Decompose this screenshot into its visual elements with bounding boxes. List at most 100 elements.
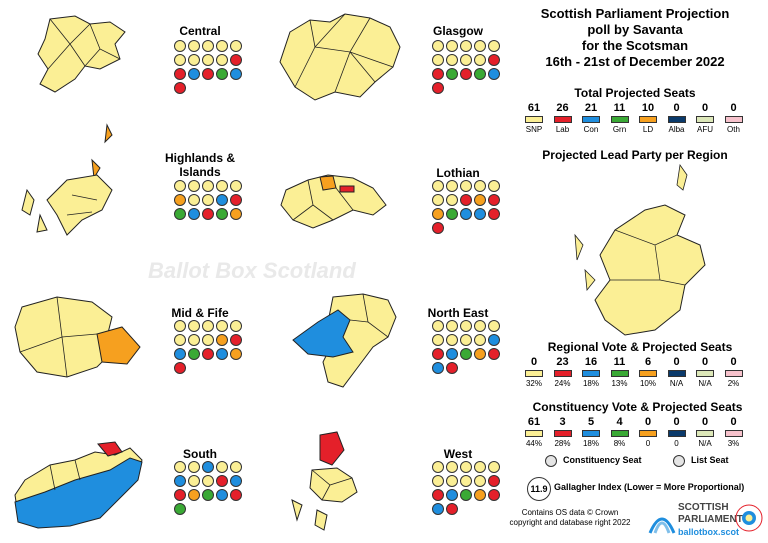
- gallagher-badge: 11.9: [527, 477, 551, 501]
- vote-share: 0: [645, 439, 651, 448]
- constituency-seat: [188, 40, 200, 52]
- constituency-seat: [174, 475, 186, 487]
- list-seat: [432, 208, 444, 220]
- constituency-seat: [474, 194, 486, 206]
- constituency-seat: [230, 40, 242, 52]
- constituency-seat: [432, 461, 444, 473]
- list-seat: [230, 489, 242, 501]
- legend-list-dot: [673, 455, 685, 467]
- list-seat: [188, 208, 200, 220]
- region-title-north-east: North East: [427, 306, 489, 320]
- party-swatch: [582, 430, 600, 437]
- constituency-seat: [216, 461, 228, 473]
- map-highlands-islands: [21, 123, 113, 236]
- list-seat: [460, 208, 472, 220]
- constituency-seat: [174, 461, 186, 473]
- constituency-seat: [446, 194, 458, 206]
- list-seat: [432, 222, 444, 234]
- constituency-seat: [188, 180, 200, 192]
- party-label: SNP: [525, 125, 543, 134]
- title-line: for the Scotsman: [581, 38, 689, 53]
- constituency-seat: [202, 475, 214, 487]
- region-title-highlands-islands: Highlands & Islands: [164, 151, 235, 179]
- list-seat: [174, 208, 186, 220]
- seat-count: 61: [527, 416, 541, 428]
- constituency-seat: [488, 320, 500, 332]
- list-seat: [174, 348, 186, 360]
- map-lothian: [280, 174, 387, 229]
- legend-constituency-label: Constituency Seat: [563, 455, 642, 465]
- seat-count: 26: [556, 102, 569, 114]
- list-seat: [188, 348, 200, 360]
- constituency-seat: [202, 461, 214, 473]
- party-swatch: [582, 370, 600, 377]
- list-seat: [230, 68, 242, 80]
- constituency-seat: [460, 334, 472, 346]
- constituency-seat: [488, 40, 500, 52]
- party-label: Con: [583, 125, 599, 134]
- constituency-seat: [230, 180, 242, 192]
- constituency-seat: [432, 320, 444, 332]
- constituency-seat: [460, 320, 472, 332]
- party-swatch: [696, 116, 714, 123]
- list-seat: [488, 489, 500, 501]
- list-seat: [216, 68, 228, 80]
- list-seat: [432, 362, 444, 374]
- map-glasgow: [279, 13, 401, 101]
- constituency-seat: [488, 475, 500, 487]
- seat-count: 5: [587, 416, 595, 428]
- constituency-seat: [446, 54, 458, 66]
- constituency-seat: [446, 475, 458, 487]
- constituency-seat: [202, 334, 214, 346]
- region-title-central: Central: [179, 24, 221, 38]
- region-title-mid-fife: Mid & Fife: [171, 306, 229, 320]
- constituency-seat: [174, 320, 186, 332]
- list-seat: [488, 68, 500, 80]
- list-seat: [446, 68, 458, 80]
- list-seat: [174, 362, 186, 374]
- vote-share: 18%: [582, 439, 599, 448]
- party-swatch: [667, 430, 686, 437]
- list-seat: [446, 208, 458, 220]
- seat-count: 3: [559, 416, 566, 428]
- constituency-seat: [446, 320, 458, 332]
- logo-url: ballotbox.scot: [678, 527, 740, 537]
- seat-count: 10: [641, 102, 655, 114]
- party-swatch: [639, 370, 657, 377]
- party-label: Oth: [727, 125, 740, 134]
- list-seat: [230, 208, 242, 220]
- legend-constituency-dot: [545, 455, 557, 467]
- constituency-seat: [188, 475, 200, 487]
- party-swatch: [610, 370, 629, 377]
- logo-line2: PARLIAMENT: [678, 514, 743, 525]
- watermark: Ballot Box Scotland: [148, 258, 356, 283]
- vote-share: N/A: [669, 379, 684, 388]
- party-label: Grn: [612, 125, 627, 134]
- party-swatch: [553, 430, 572, 437]
- constituency-seat: [174, 180, 186, 192]
- map-north-east: [292, 293, 397, 388]
- list-seat: [174, 489, 186, 501]
- map-south: [14, 441, 143, 529]
- constituency-seat: [188, 54, 200, 66]
- list-seat: [230, 54, 242, 66]
- total-seats-table: 61 SNP 26 Lab 21 Con 11 Grn 10 LD 0 Alba 0 AFU 0 Oth: [522, 102, 762, 142]
- vote-share: 3%: [727, 439, 740, 448]
- seat-count: 6: [644, 356, 652, 368]
- constituency-seat: [188, 320, 200, 332]
- constituency-seat: [216, 180, 228, 192]
- list-seat: [488, 348, 500, 360]
- seal-icon: [735, 504, 763, 532]
- list-seat: [474, 489, 486, 501]
- list-seat: [174, 82, 186, 94]
- map-mid-fife: [14, 296, 141, 378]
- list-seat: [188, 489, 200, 501]
- party-swatch: [724, 370, 743, 377]
- seat-count: 0: [673, 356, 680, 368]
- seat-count: 11: [613, 102, 626, 114]
- constituency-seat: [230, 320, 242, 332]
- constituency-seat: [188, 194, 200, 206]
- list-seat: [446, 348, 458, 360]
- party-label: Alba: [668, 125, 685, 134]
- vote-share: 18%: [582, 379, 599, 388]
